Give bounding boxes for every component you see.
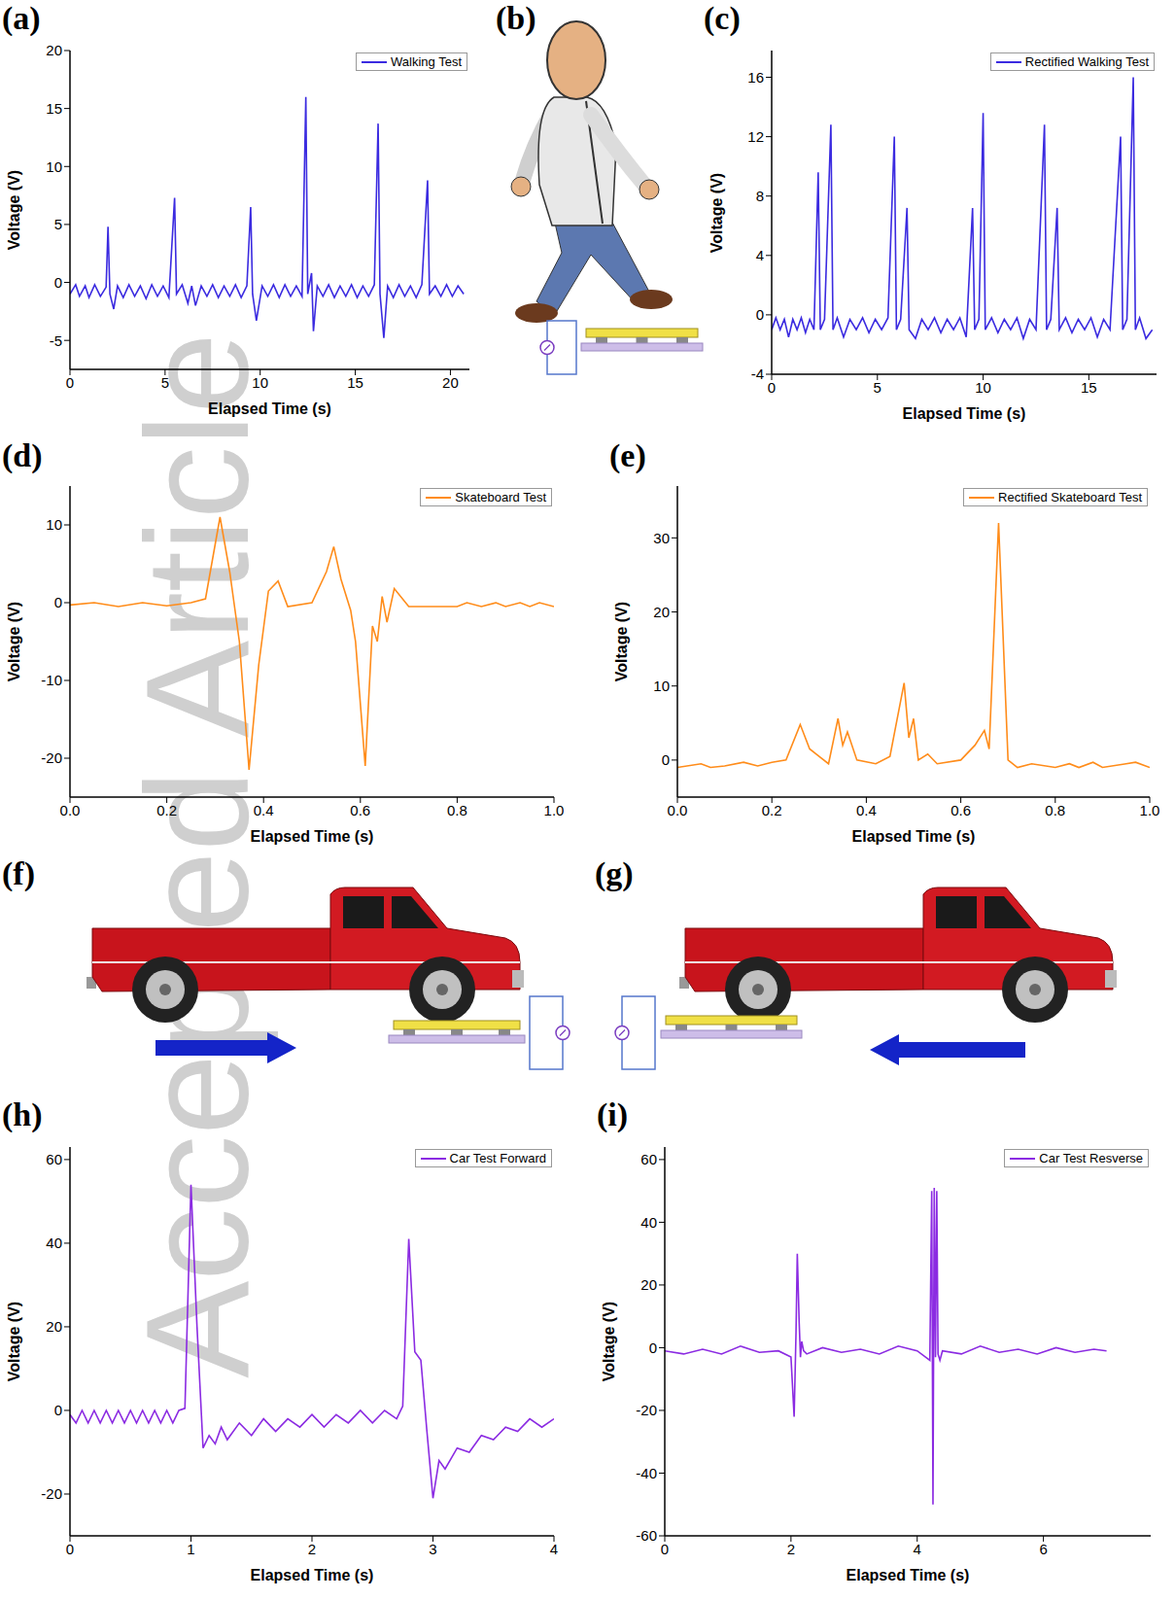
svg-text:-4: -4	[751, 365, 764, 382]
svg-text:0.8: 0.8	[447, 801, 468, 819]
svg-text:20: 20	[442, 374, 459, 391]
svg-text:10: 10	[251, 374, 269, 391]
svg-text:0.0: 0.0	[667, 801, 689, 819]
svg-text:0: 0	[66, 374, 74, 391]
svg-text:0: 0	[54, 1401, 63, 1418]
svg-text:60: 60	[45, 1150, 63, 1168]
svg-text:0.4: 0.4	[253, 801, 275, 819]
svg-text:5: 5	[873, 379, 882, 396]
svg-text:5: 5	[161, 374, 170, 391]
svg-text:0: 0	[661, 751, 670, 768]
svg-text:8: 8	[756, 187, 764, 205]
svg-text:-5: -5	[49, 332, 63, 349]
svg-text:0: 0	[767, 379, 776, 396]
svg-text:20: 20	[45, 41, 63, 59]
svg-text:-10: -10	[40, 671, 63, 689]
svg-text:4: 4	[756, 246, 764, 264]
svg-text:10: 10	[45, 516, 63, 533]
svg-text:-20: -20	[635, 1401, 657, 1418]
svg-text:30: 30	[653, 529, 670, 547]
svg-text:10: 10	[653, 677, 670, 694]
svg-text:1.0: 1.0	[544, 801, 565, 819]
svg-text:1.0: 1.0	[1140, 801, 1161, 819]
svg-text:0.6: 0.6	[349, 801, 371, 819]
svg-text:0: 0	[660, 1540, 669, 1557]
svg-text:12: 12	[747, 128, 764, 145]
svg-text:20: 20	[640, 1276, 657, 1293]
svg-text:15: 15	[346, 374, 364, 391]
svg-text:20: 20	[45, 1317, 63, 1335]
svg-text:6: 6	[1038, 1540, 1047, 1557]
svg-text:0.8: 0.8	[1044, 801, 1066, 819]
svg-text:0: 0	[54, 593, 63, 611]
svg-text:16: 16	[747, 69, 764, 86]
svg-text:0: 0	[54, 274, 63, 291]
svg-text:15: 15	[45, 100, 63, 117]
svg-text:0.6: 0.6	[950, 801, 971, 819]
svg-text:-20: -20	[40, 1485, 63, 1502]
svg-text:3: 3	[428, 1540, 437, 1557]
svg-text:2: 2	[787, 1540, 795, 1557]
svg-text:10: 10	[45, 158, 63, 175]
svg-text:-40: -40	[635, 1464, 657, 1482]
svg-text:10: 10	[974, 379, 992, 396]
svg-text:0: 0	[649, 1339, 657, 1356]
svg-text:4: 4	[913, 1540, 922, 1557]
svg-text:60: 60	[640, 1150, 657, 1168]
svg-text:20: 20	[653, 603, 670, 621]
svg-text:0: 0	[756, 306, 764, 323]
svg-text:4: 4	[550, 1540, 558, 1557]
svg-text:0: 0	[66, 1540, 74, 1557]
svg-text:-60: -60	[635, 1526, 657, 1544]
svg-text:2: 2	[308, 1540, 316, 1557]
svg-text:0.2: 0.2	[761, 801, 783, 819]
svg-text:Accepted Article: Accepted Article	[115, 332, 279, 1379]
svg-text:1: 1	[186, 1540, 195, 1557]
svg-text:5: 5	[54, 215, 63, 233]
svg-text:0.0: 0.0	[60, 801, 81, 819]
svg-text:0.4: 0.4	[856, 801, 877, 819]
svg-text:0.2: 0.2	[156, 801, 177, 819]
svg-text:40: 40	[640, 1213, 657, 1231]
svg-text:15: 15	[1080, 379, 1098, 396]
svg-text:40: 40	[45, 1234, 63, 1251]
svg-text:-20: -20	[40, 749, 63, 766]
